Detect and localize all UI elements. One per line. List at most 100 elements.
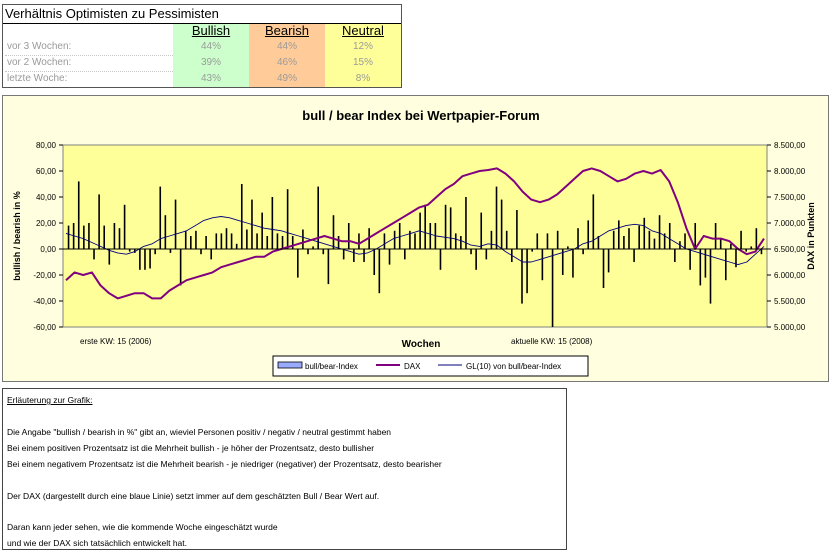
bar bbox=[516, 210, 518, 249]
bar bbox=[230, 233, 233, 249]
row-separator bbox=[5, 55, 173, 56]
bar bbox=[67, 225, 70, 249]
bar bbox=[602, 249, 605, 288]
bar bbox=[684, 233, 686, 249]
bar bbox=[398, 223, 401, 249]
bar bbox=[302, 229, 304, 249]
bar bbox=[404, 249, 406, 260]
bar bbox=[409, 230, 411, 249]
bar bbox=[195, 230, 197, 249]
bar bbox=[597, 236, 600, 249]
bar bbox=[577, 228, 579, 249]
bar bbox=[454, 233, 457, 249]
bar bbox=[623, 236, 625, 249]
neutral-column-bg bbox=[325, 24, 401, 87]
legend-label-dax: DAX bbox=[404, 362, 421, 371]
bar bbox=[572, 249, 574, 278]
bar bbox=[353, 249, 355, 262]
y-tick-label: -20,00 bbox=[33, 271, 56, 280]
bar bbox=[190, 236, 192, 249]
bar bbox=[526, 249, 528, 294]
bar bbox=[709, 249, 712, 304]
bar bbox=[291, 236, 294, 249]
header-bullish: Bullish bbox=[191, 23, 231, 38]
bar bbox=[694, 223, 697, 249]
bar bbox=[144, 249, 146, 270]
bar bbox=[98, 194, 100, 249]
bar bbox=[77, 181, 80, 249]
bar bbox=[724, 249, 727, 281]
bar bbox=[653, 238, 656, 249]
bar bbox=[745, 249, 747, 252]
bar bbox=[592, 194, 595, 249]
row-value: 44% bbox=[276, 41, 297, 52]
row-value: 8% bbox=[355, 73, 371, 84]
bar bbox=[276, 233, 279, 249]
bar bbox=[220, 233, 223, 249]
bar bbox=[388, 249, 391, 265]
explanation-line: Die Angabe "bullish / bearish in %" gibt… bbox=[7, 427, 392, 437]
bar bbox=[546, 233, 549, 249]
bar bbox=[128, 249, 131, 252]
legend-label-bars: bull/bear-Index bbox=[305, 362, 358, 371]
bar bbox=[648, 230, 651, 249]
bar bbox=[465, 197, 467, 249]
bullish-column-bg bbox=[173, 24, 249, 87]
bar bbox=[393, 230, 396, 249]
bar bbox=[633, 249, 635, 262]
header-neutral: Neutral bbox=[342, 23, 384, 38]
gl10-line bbox=[65, 216, 765, 266]
bar bbox=[500, 199, 503, 249]
bar bbox=[235, 243, 238, 249]
bar bbox=[246, 229, 248, 249]
bar bbox=[154, 249, 156, 255]
title-underline bbox=[3, 23, 401, 24]
bar bbox=[312, 246, 314, 249]
row-value: 12% bbox=[352, 41, 373, 52]
bar bbox=[561, 249, 564, 275]
bar bbox=[286, 189, 289, 249]
bar bbox=[674, 249, 676, 262]
bar bbox=[139, 249, 141, 270]
bar bbox=[536, 233, 539, 249]
bar bbox=[363, 249, 365, 262]
bar bbox=[103, 225, 106, 249]
bar bbox=[658, 215, 661, 249]
bar bbox=[307, 249, 309, 255]
chart-legend: bull/bear-Index DAX GL(10) von bull/bear… bbox=[272, 355, 589, 377]
bar bbox=[714, 223, 717, 249]
bar bbox=[475, 249, 477, 270]
y-tick-label: 0,00 bbox=[40, 245, 56, 254]
bar bbox=[174, 199, 177, 249]
bar bbox=[735, 249, 737, 268]
row-value: 15% bbox=[352, 57, 373, 68]
chart-title: bull / bear Index bei Wertpapier-Forum bbox=[302, 108, 539, 123]
row-value: 44% bbox=[200, 41, 221, 52]
bar bbox=[373, 249, 376, 275]
bar bbox=[628, 228, 630, 249]
bar bbox=[643, 217, 646, 249]
bull-bear-chart: 80,00 60,00 40,00 20,00 0,00 -20,00 -40,00 -60,… bbox=[2, 95, 829, 382]
bar bbox=[378, 249, 381, 294]
y-tick-label: -40,00 bbox=[33, 297, 56, 306]
row-label: letzte Woche: bbox=[7, 73, 68, 84]
bar bbox=[225, 228, 228, 249]
bar bbox=[215, 233, 218, 249]
explanation-line: Der DAX (dargestellt durch eine blaue Li… bbox=[7, 491, 380, 501]
bar bbox=[271, 197, 274, 249]
y-tick-label: -60,00 bbox=[33, 323, 56, 332]
bar bbox=[184, 230, 187, 249]
bar bbox=[730, 243, 732, 249]
bar bbox=[617, 220, 620, 249]
bar bbox=[240, 184, 243, 249]
y2-tick-label: 8.500,00 bbox=[774, 141, 806, 150]
row-value: 39% bbox=[200, 57, 221, 68]
bar bbox=[470, 249, 472, 255]
bar bbox=[322, 249, 325, 255]
bar bbox=[88, 223, 90, 249]
explanation-line: Bei einem negativem Prozentsatz ist die … bbox=[7, 459, 442, 469]
bar bbox=[551, 249, 554, 327]
y2-tick-label: 8.000,00 bbox=[774, 167, 806, 176]
bar bbox=[123, 204, 126, 249]
bar bbox=[541, 249, 544, 281]
